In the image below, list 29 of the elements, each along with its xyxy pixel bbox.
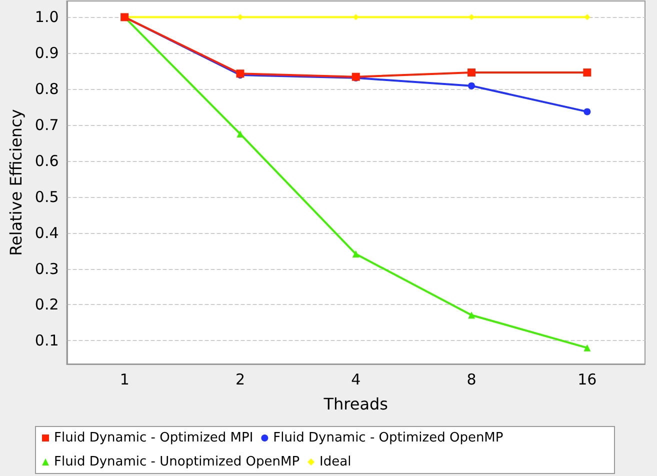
legend-label: Fluid Dynamic - Unoptimized OpenMP [54, 454, 300, 470]
point [352, 250, 360, 258]
y-tick-label: 0.8 [34, 80, 59, 98]
x-tick-label: 1 [120, 370, 130, 388]
y-tick-label: 0.7 [34, 116, 59, 134]
x-tick-label: 8 [466, 370, 476, 388]
y-tick-label: 0.6 [34, 152, 59, 170]
point [468, 82, 476, 90]
legend-label: Ideal [320, 454, 352, 470]
y-tick-label: 0.9 [34, 44, 59, 62]
legend-label: Fluid Dynamic - Optimized MPI [54, 430, 254, 446]
y-tick-label: 0.4 [34, 224, 59, 242]
x-tick-label: 4 [351, 370, 361, 388]
y-tick-label: 0.5 [34, 188, 59, 206]
x-tick-label: 16 [578, 370, 597, 388]
y-tick-label: 0.2 [34, 296, 59, 314]
y-axis-title: Relative Efficiency [6, 109, 26, 256]
x-tick-label: 2 [235, 370, 245, 388]
point [584, 108, 591, 116]
point [236, 130, 244, 138]
point [583, 68, 592, 77]
point [468, 312, 476, 319]
y-tick-label: 0.3 [34, 260, 59, 278]
y-tick-label: 0.1 [34, 332, 59, 350]
legend-label: Fluid Dynamic - Optimized OpenMP [273, 430, 504, 446]
point [468, 68, 476, 77]
y-tick-label: 1.0 [34, 8, 59, 26]
point [584, 344, 591, 352]
x-axis-title: Threads [322, 394, 388, 414]
